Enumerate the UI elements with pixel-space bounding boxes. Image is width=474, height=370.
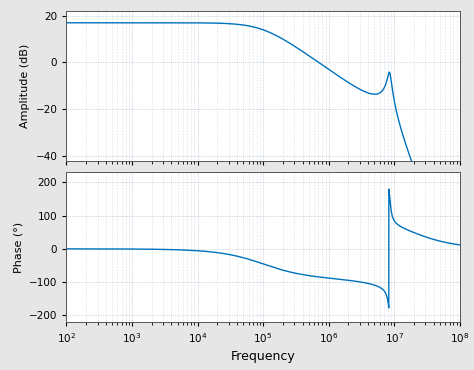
Y-axis label: Amplitude (dB): Amplitude (dB) — [20, 44, 30, 128]
X-axis label: Frequency: Frequency — [231, 350, 295, 363]
Y-axis label: Phase (°): Phase (°) — [13, 222, 23, 273]
